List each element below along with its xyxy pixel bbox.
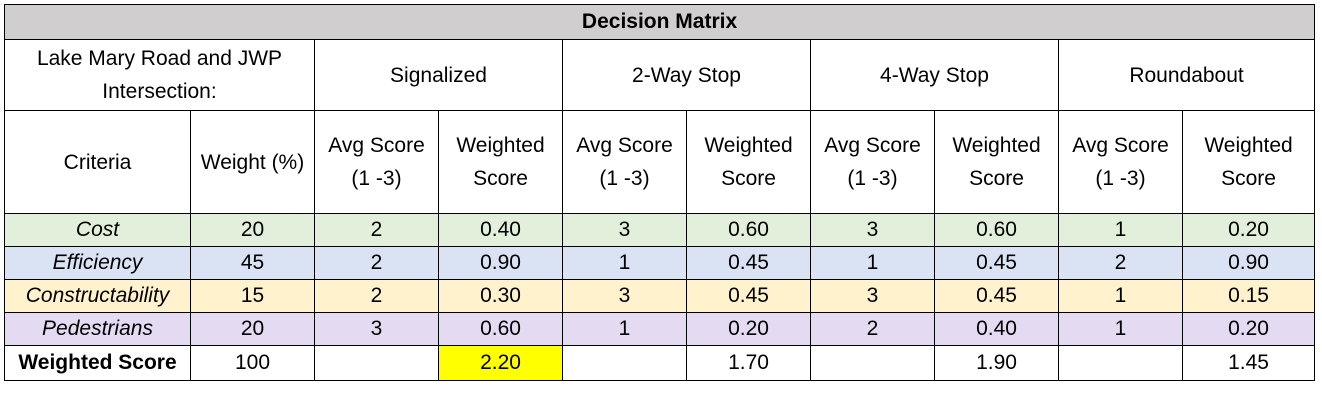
total-cell: 1.70 [686,345,811,381]
criteria-cell: Efficiency [4,246,191,280]
avg-score-header: Avg Score (1 -3) [1058,110,1183,214]
table-row: Constructability 15 2 0.30 3 0.45 3 0.45… [4,279,1316,313]
score-cell: 2 [314,213,439,247]
weight-cell: 15 [190,279,315,313]
option-header-row: Lake Mary Road and JWP Intersection: Sig… [4,39,1316,111]
avg-score-header: Avg Score (1 -3) [562,110,687,214]
score-cell: 0.90 [1181,246,1316,280]
score-cell: 1 [1058,213,1183,247]
weighted-score-header: Weighted Score [686,110,811,214]
score-cell: 3 [810,279,935,313]
weighted-score-header: Weighted Score [438,110,563,214]
table-row: Efficiency 45 2 0.90 1 0.45 1 0.45 2 0.9… [4,246,1316,280]
decision-matrix-table: Decision Matrix Lake Mary Road and JWP I… [3,4,1316,381]
option-header-signalized: Signalized [314,39,563,111]
score-cell: 3 [562,213,687,247]
weighted-score-header: Weighted Score [934,110,1059,214]
avg-score-header: Avg Score (1 -3) [810,110,935,214]
score-cell: 0.45 [686,246,811,280]
option-header-2-way-stop: 2-Way Stop [562,39,811,111]
score-cell: 0.45 [686,279,811,313]
score-cell: 0.60 [934,213,1059,247]
score-cell: 2 [810,312,935,346]
score-cell: 2 [314,246,439,280]
criteria-cell: Cost [4,213,191,247]
score-cell: 0.45 [934,246,1059,280]
intersection-label: Lake Mary Road and JWP Intersection: [4,39,315,111]
score-cell: 0.60 [686,213,811,247]
score-cell: 0.40 [438,213,563,247]
avg-score-header: Avg Score (1 -3) [314,110,439,214]
total-cell: 1.90 [934,345,1059,381]
score-cell: 2 [314,279,439,313]
option-header-4-way-stop: 4-Way Stop [810,39,1059,111]
score-cell: 3 [810,213,935,247]
score-cell: 1 [810,246,935,280]
total-cell [1058,345,1183,381]
score-cell: 0.90 [438,246,563,280]
criteria-cell: Constructability [4,279,191,313]
criteria-header: Criteria [4,110,191,214]
score-cell: 2 [1058,246,1183,280]
score-cell: 3 [314,312,439,346]
weight-cell: 20 [190,213,315,247]
decision-matrix: Decision Matrix Lake Mary Road and JWP I… [3,4,1316,381]
score-cell: 3 [562,279,687,313]
weight-cell: 45 [190,246,315,280]
score-cell: 0.15 [1181,279,1316,313]
weight-header: Weight (%) [190,110,315,214]
table-row: Cost 20 2 0.40 3 0.60 3 0.60 1 0.20 [4,213,1316,247]
score-cell: 0.40 [934,312,1059,346]
total-label: Weighted Score [4,345,191,381]
score-cell: 0.60 [438,312,563,346]
score-cell: 0.45 [934,279,1059,313]
score-cell: 1 [1058,279,1183,313]
total-weight: 100 [190,345,315,381]
table-row: Pedestrians 20 3 0.60 1 0.20 2 0.40 1 0.… [4,312,1316,346]
table-title: Decision Matrix [3,4,1316,40]
total-cell [562,345,687,381]
score-cell: 1 [562,312,687,346]
column-header-row: Criteria Weight (%) Avg Score (1 -3) Wei… [4,110,1316,214]
weighted-score-header: Weighted Score [1181,110,1316,214]
weight-cell: 20 [190,312,315,346]
title-row: Decision Matrix [3,4,1316,40]
option-header-roundabout: Roundabout [1057,39,1316,111]
score-cell: 0.20 [1181,312,1316,346]
score-cell: 1 [562,246,687,280]
score-cell: 1 [1058,312,1183,346]
score-cell: 0.30 [438,279,563,313]
criteria-cell: Pedestrians [4,312,191,346]
total-cell: 1.45 [1181,345,1316,381]
score-cell: 0.20 [686,312,811,346]
score-cell: 0.20 [1181,213,1316,247]
total-cell [810,345,935,381]
total-cell-highlighted: 2.20 [438,345,563,381]
weighted-score-total-row: Weighted Score 100 2.20 1.70 1.90 1.45 [4,345,1316,381]
total-cell [314,345,439,381]
